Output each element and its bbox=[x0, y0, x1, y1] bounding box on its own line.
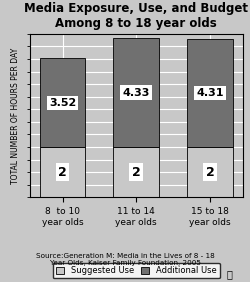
Legend: Suggested Use, Additional Use: Suggested Use, Additional Use bbox=[52, 263, 220, 278]
Bar bbox=[187, 39, 233, 147]
Text: 2: 2 bbox=[132, 166, 140, 179]
Bar bbox=[40, 147, 85, 197]
Text: 2: 2 bbox=[206, 166, 214, 179]
Text: Ⓣ: Ⓣ bbox=[226, 269, 232, 279]
Text: 4.31: 4.31 bbox=[196, 88, 224, 98]
Text: 3.52: 3.52 bbox=[49, 98, 76, 108]
Text: Source:Generation M: Media in the Lives of 8 - 18
Year Olds, Kaiser Family Found: Source:Generation M: Media in the Lives … bbox=[36, 254, 214, 266]
Bar bbox=[114, 38, 159, 147]
Text: 4.33: 4.33 bbox=[122, 88, 150, 98]
Bar bbox=[40, 58, 85, 147]
Bar bbox=[187, 147, 233, 197]
Text: 2: 2 bbox=[58, 166, 67, 179]
Y-axis label: TOTAL NUMBER OF HOURS PER DAY: TOTAL NUMBER OF HOURS PER DAY bbox=[11, 47, 20, 184]
Title: Media Exposure, Use, and Budget
Among 8 to 18 year olds: Media Exposure, Use, and Budget Among 8 … bbox=[24, 2, 248, 30]
Bar bbox=[114, 147, 159, 197]
